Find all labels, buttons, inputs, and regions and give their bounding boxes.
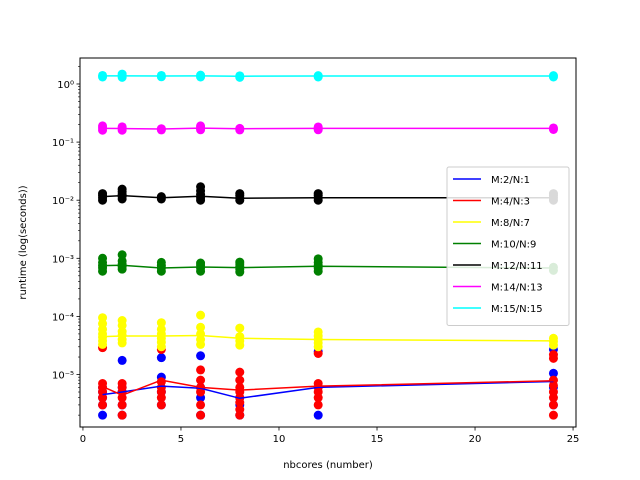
- y-axis: 10⁻⁵ 10⁻⁴ 10⁻³ 10⁻² 10⁻¹ 10⁰: [52, 66, 80, 416]
- legend-label: M:14/N:13: [491, 283, 543, 294]
- data-point: [196, 400, 206, 410]
- data-point: [235, 375, 245, 385]
- data-point: [235, 405, 245, 415]
- y-tick-label: 10⁻⁴: [52, 312, 74, 323]
- legend-item: M:2/N:1: [453, 175, 530, 186]
- legend-label: M:12/N:11: [491, 261, 543, 272]
- data-point: [98, 313, 108, 323]
- data-point: [548, 375, 558, 385]
- x-tick-label: 20: [469, 434, 482, 445]
- data-point: [117, 250, 127, 260]
- x-tick-label: 25: [567, 434, 580, 445]
- legend-item: M:8/N:7: [453, 218, 530, 229]
- data-point: [117, 256, 127, 266]
- data-point: [156, 400, 166, 410]
- legend-label: M:4/N:3: [491, 197, 530, 208]
- data-point: [196, 310, 206, 320]
- legend-label: M:8/N:7: [491, 218, 530, 229]
- series-line: [102, 380, 554, 400]
- data-point: [313, 410, 323, 420]
- x-axis-label: nbcores (number): [283, 460, 373, 471]
- data-point: [235, 323, 245, 333]
- data-point: [548, 387, 558, 397]
- data-point: [117, 316, 127, 326]
- data-point: [235, 367, 245, 377]
- legend-label: M:2/N:1: [491, 175, 530, 186]
- data-point: [98, 253, 108, 263]
- series-line: [102, 334, 554, 342]
- series-line: [102, 379, 554, 397]
- data-point: [117, 184, 127, 194]
- x-tick-label: 0: [80, 434, 86, 445]
- legend-item: M:4/N:3: [453, 197, 530, 208]
- data-point: [235, 257, 245, 267]
- series-line: [102, 194, 554, 200]
- series-line: [102, 264, 554, 269]
- data-point: [117, 400, 127, 410]
- legend-item: M:15/N:15: [453, 304, 543, 315]
- data-point: [156, 192, 166, 202]
- data-point: [548, 400, 558, 410]
- data-point: [313, 122, 323, 132]
- legend-label: M:15/N:15: [491, 304, 543, 315]
- data-point: [156, 257, 166, 267]
- data-point: [313, 254, 323, 264]
- y-tick-label: 10⁰: [57, 80, 74, 91]
- legend-item: M:14/N:13: [453, 283, 543, 294]
- y-tick-label: 10⁻¹: [52, 138, 74, 149]
- series-line: [102, 127, 554, 130]
- data-point: [196, 410, 206, 420]
- data-point: [117, 379, 127, 389]
- data-point: [156, 353, 166, 363]
- data-point: [313, 327, 323, 337]
- data-point: [98, 379, 108, 389]
- data-point: [548, 350, 558, 360]
- x-tick-label: 15: [371, 434, 384, 445]
- legend-label: M:10/N:9: [491, 240, 536, 251]
- data-point: [117, 355, 127, 365]
- series-M:8/N:7: [98, 310, 558, 352]
- data-point: [313, 189, 323, 199]
- legend-item: M:10/N:9: [453, 240, 536, 251]
- data-point: [196, 351, 206, 361]
- data-point: [117, 122, 127, 132]
- data-point: [196, 375, 206, 385]
- data-point: [196, 258, 206, 268]
- data-point: [156, 318, 166, 328]
- data-point: [196, 182, 206, 192]
- legend: M:2/N:1 M:4/N:3 M:8/N:7 M:10/N:9 M:12/N:11 M:…: [446, 166, 570, 326]
- axes-frame: [79, 57, 577, 428]
- data-point: [117, 410, 127, 420]
- legend-item: M:12/N:11: [453, 261, 543, 272]
- y-tick-label: 10⁻³: [52, 254, 74, 265]
- data-point: [156, 377, 166, 387]
- x-tick-label: 5: [178, 434, 184, 445]
- data-point: [117, 69, 127, 79]
- x-axis: 0 5 10 15 20 25: [80, 427, 580, 445]
- data-point: [98, 400, 108, 410]
- data-point: [196, 365, 206, 375]
- data-point: [313, 349, 323, 358]
- y-tick-label: 10⁻²: [52, 196, 74, 207]
- data-point: [548, 410, 558, 420]
- data-point: [313, 400, 323, 410]
- y-tick-label: 10⁻⁵: [52, 371, 74, 382]
- data-point: [235, 189, 245, 199]
- data-point: [235, 332, 245, 342]
- data-point: [98, 410, 108, 420]
- data-point: [196, 121, 206, 131]
- data-point: [156, 324, 166, 334]
- x-tick-label: 10: [273, 434, 286, 445]
- data-point: [548, 368, 558, 378]
- y-axis-label: runtime (log(seconds)): [18, 185, 29, 299]
- data-point: [196, 322, 206, 332]
